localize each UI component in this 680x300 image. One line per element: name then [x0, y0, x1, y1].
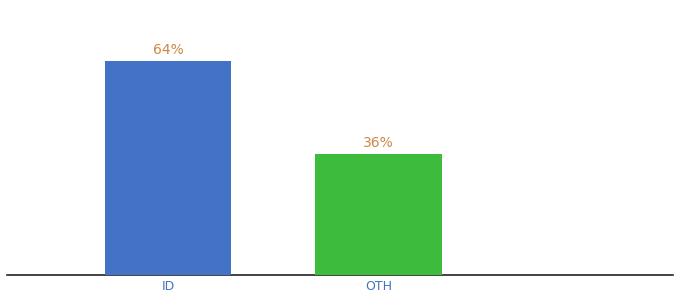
Bar — [316, 154, 442, 275]
Bar — [105, 61, 231, 275]
Text: 36%: 36% — [363, 136, 394, 151]
Text: 64%: 64% — [153, 43, 184, 57]
